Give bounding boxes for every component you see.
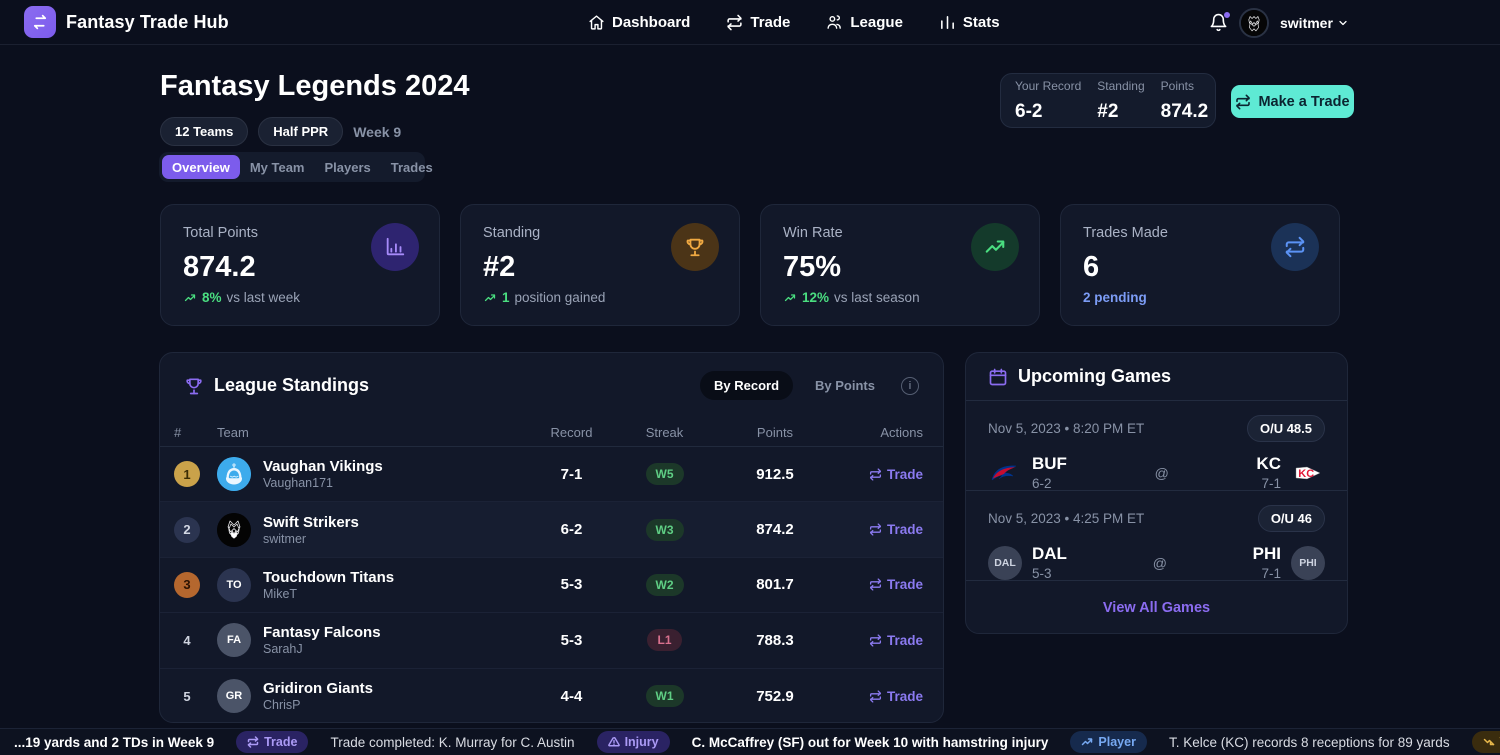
svg-text:KC: KC (1298, 468, 1314, 480)
